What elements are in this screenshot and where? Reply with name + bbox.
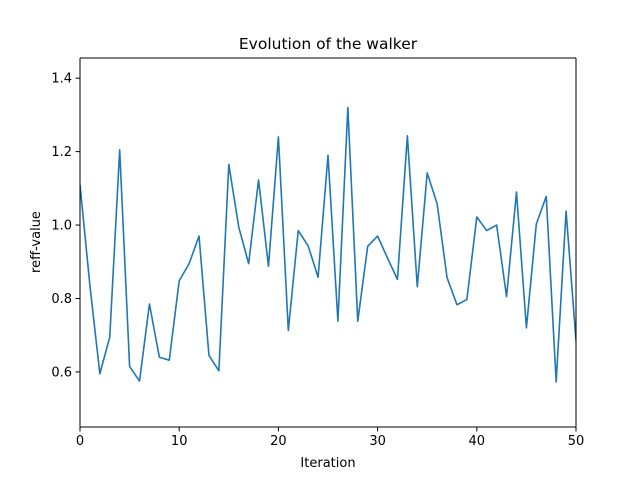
ticks-layer: 0 10 20 30 40 50 0.6 0.8 1.0 1.2 1.4	[51, 72, 584, 449]
y-tick-label: 1.2	[51, 145, 72, 160]
y-tick-label: 0.6	[51, 365, 72, 380]
plot-area	[80, 58, 576, 427]
x-tick-label: 30	[369, 434, 386, 449]
x-tick-label: 40	[469, 434, 486, 449]
series-line-0	[80, 106, 576, 383]
x-tick-label: 10	[171, 434, 188, 449]
x-tick-label: 50	[568, 434, 585, 449]
y-tick-label: 0.8	[51, 292, 72, 307]
x-tick-label: 0	[76, 434, 84, 449]
axes-layer	[79, 57, 577, 428]
y-tick-label: 1.4	[51, 72, 72, 87]
series-layer	[80, 106, 576, 383]
y-axis-label: reff-value	[29, 211, 44, 273]
chart-title: Evolution of the walker	[239, 35, 418, 53]
x-axis-label: Iteration	[300, 456, 355, 471]
y-tick-label: 1.0	[51, 219, 72, 234]
x-tick-label: 20	[270, 434, 287, 449]
